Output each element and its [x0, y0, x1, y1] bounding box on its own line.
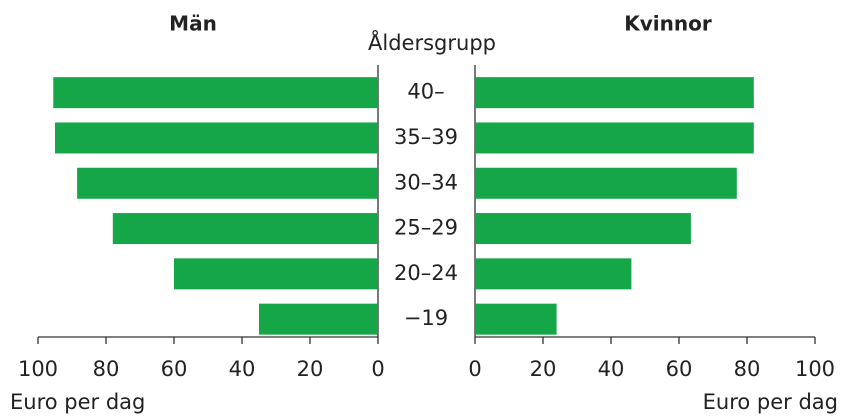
left-x-axis-title: Euro per dag: [10, 390, 145, 414]
right-panel-title: Kvinnor: [624, 12, 712, 36]
right-x-tick-label: 60: [666, 357, 693, 381]
right-x-axis-title: Euro per dag: [703, 390, 838, 414]
category-axis-title: Åldersgrupp: [368, 29, 496, 55]
bar: [475, 213, 691, 245]
bar: [259, 303, 378, 335]
category-label: 30–34: [394, 170, 458, 194]
right-x-tick-label: 0: [468, 357, 481, 381]
left-x-tick-label: 100: [18, 357, 58, 381]
right-x-tick-label: 100: [795, 357, 835, 381]
right-x-tick-label: 20: [530, 357, 557, 381]
bar: [475, 77, 754, 109]
left-x-tick-label: 60: [161, 357, 188, 381]
left-x-tick-label: 20: [297, 357, 324, 381]
category-label: 25–29: [394, 216, 458, 240]
bar: [475, 258, 632, 290]
right-x-tick-label: 80: [734, 357, 761, 381]
bar: [475, 303, 557, 335]
bar: [475, 167, 737, 199]
bar: [174, 258, 378, 290]
category-label: −19: [404, 306, 448, 330]
left-x-tick-label: 40: [229, 357, 256, 381]
right-x-tick-label: 40: [598, 357, 625, 381]
bar: [53, 77, 379, 109]
left-panel-title: Män: [169, 12, 217, 36]
bar: [112, 213, 379, 245]
category-label: 35–39: [394, 125, 458, 149]
bar: [475, 122, 754, 154]
bar: [55, 122, 378, 154]
left-x-tick-label: 80: [93, 357, 120, 381]
bar: [77, 167, 378, 199]
left-x-tick-label: 0: [371, 357, 384, 381]
category-label: 40–: [407, 80, 444, 104]
category-label: 20–24: [394, 261, 458, 285]
